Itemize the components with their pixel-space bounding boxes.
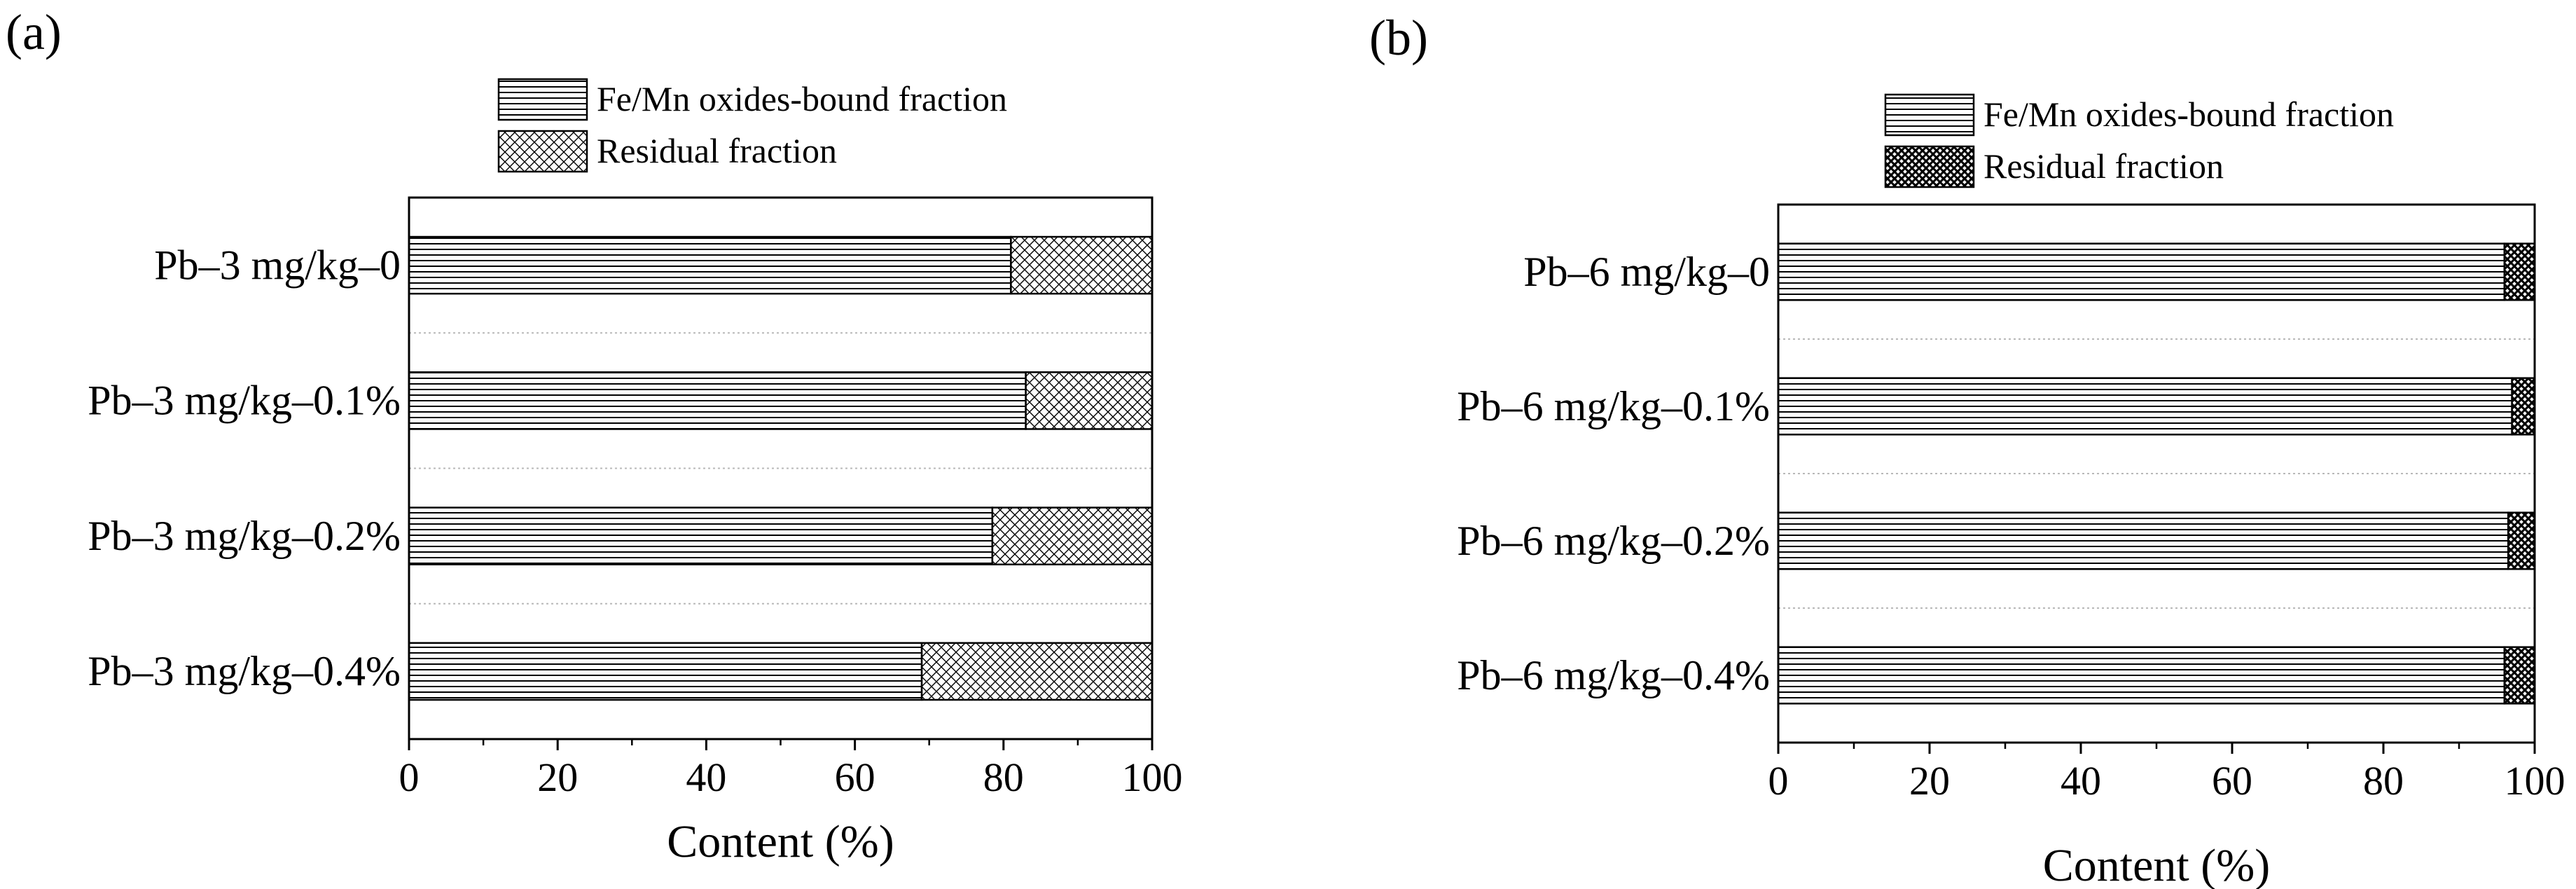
bar-femn-oxides [408, 506, 994, 565]
bar-residual [991, 506, 1154, 565]
bar-residual [2503, 646, 2536, 705]
bar-residual [2507, 511, 2536, 570]
category-label: Pb–3 mg/kg–0.4% [88, 648, 401, 694]
x-axis-label: Content (%) [667, 816, 894, 867]
x-tick-label: 100 [2505, 758, 2565, 804]
bar-femn-oxides [1777, 242, 2506, 301]
x-tick-label: 80 [983, 754, 1024, 800]
bar-residual [2503, 242, 2536, 301]
bar-residual [2511, 377, 2536, 436]
category-label: Pb–3 mg/kg–0.1% [88, 378, 401, 424]
x-tick-label: 0 [399, 754, 420, 800]
panel-b: (b) Fe/Mn oxides-bound fraction Residual f… [1369, 10, 2565, 889]
legend-label: Fe/Mn oxides-bound fraction [597, 79, 1007, 118]
panel-a: (a) Fe/Mn oxides-bound fraction Residual f… [6, 4, 1183, 867]
bar-femn-oxides [1777, 646, 2506, 705]
x-tick-label: 60 [2212, 758, 2252, 804]
bar-femn-oxides [408, 371, 1027, 430]
category-label: Pb–6 mg/kg–0.1% [1457, 383, 1770, 429]
bar-residual [1025, 371, 1154, 430]
legend-label: Residual fraction [597, 131, 837, 170]
category-label: Pb–3 mg/kg–0.2% [88, 513, 401, 559]
bar-femn-oxides [1777, 377, 2513, 436]
x-tick-label: 80 [2363, 758, 2404, 804]
legend-label: Residual fraction [1983, 146, 2224, 186]
category-label: Pb–3 mg/kg–0 [154, 242, 401, 288]
x-tick-label: 40 [2061, 758, 2101, 804]
x-axis-label: Content (%) [2043, 840, 2270, 889]
x-tick-label: 40 [686, 754, 726, 800]
legend-swatch [497, 78, 588, 121]
category-label: Pb–6 mg/kg–0 [1523, 249, 1770, 295]
panel-label: (a) [6, 4, 62, 60]
bar-residual [1010, 235, 1154, 295]
x-tick-label: 20 [1909, 758, 1950, 804]
x-tick-label: 100 [1122, 754, 1183, 800]
legend-swatch [497, 130, 588, 173]
category-label: Pb–6 mg/kg–0.2% [1457, 518, 1770, 564]
x-tick-label: 20 [537, 754, 578, 800]
legend-swatch [1884, 145, 1975, 188]
bar-femn-oxides [1777, 511, 2509, 570]
category-label: Pb–6 mg/kg–0.4% [1457, 652, 1770, 698]
bar-femn-oxides [408, 235, 1012, 295]
legend-label: Fe/Mn oxides-bound fraction [1983, 95, 2394, 134]
panel-label: (b) [1369, 10, 1428, 66]
bar-residual [920, 642, 1154, 701]
x-tick-label: 60 [835, 754, 875, 800]
legend-swatch [1884, 93, 1975, 137]
x-tick-label: 0 [1768, 758, 1789, 804]
bar-femn-oxides [408, 642, 923, 701]
